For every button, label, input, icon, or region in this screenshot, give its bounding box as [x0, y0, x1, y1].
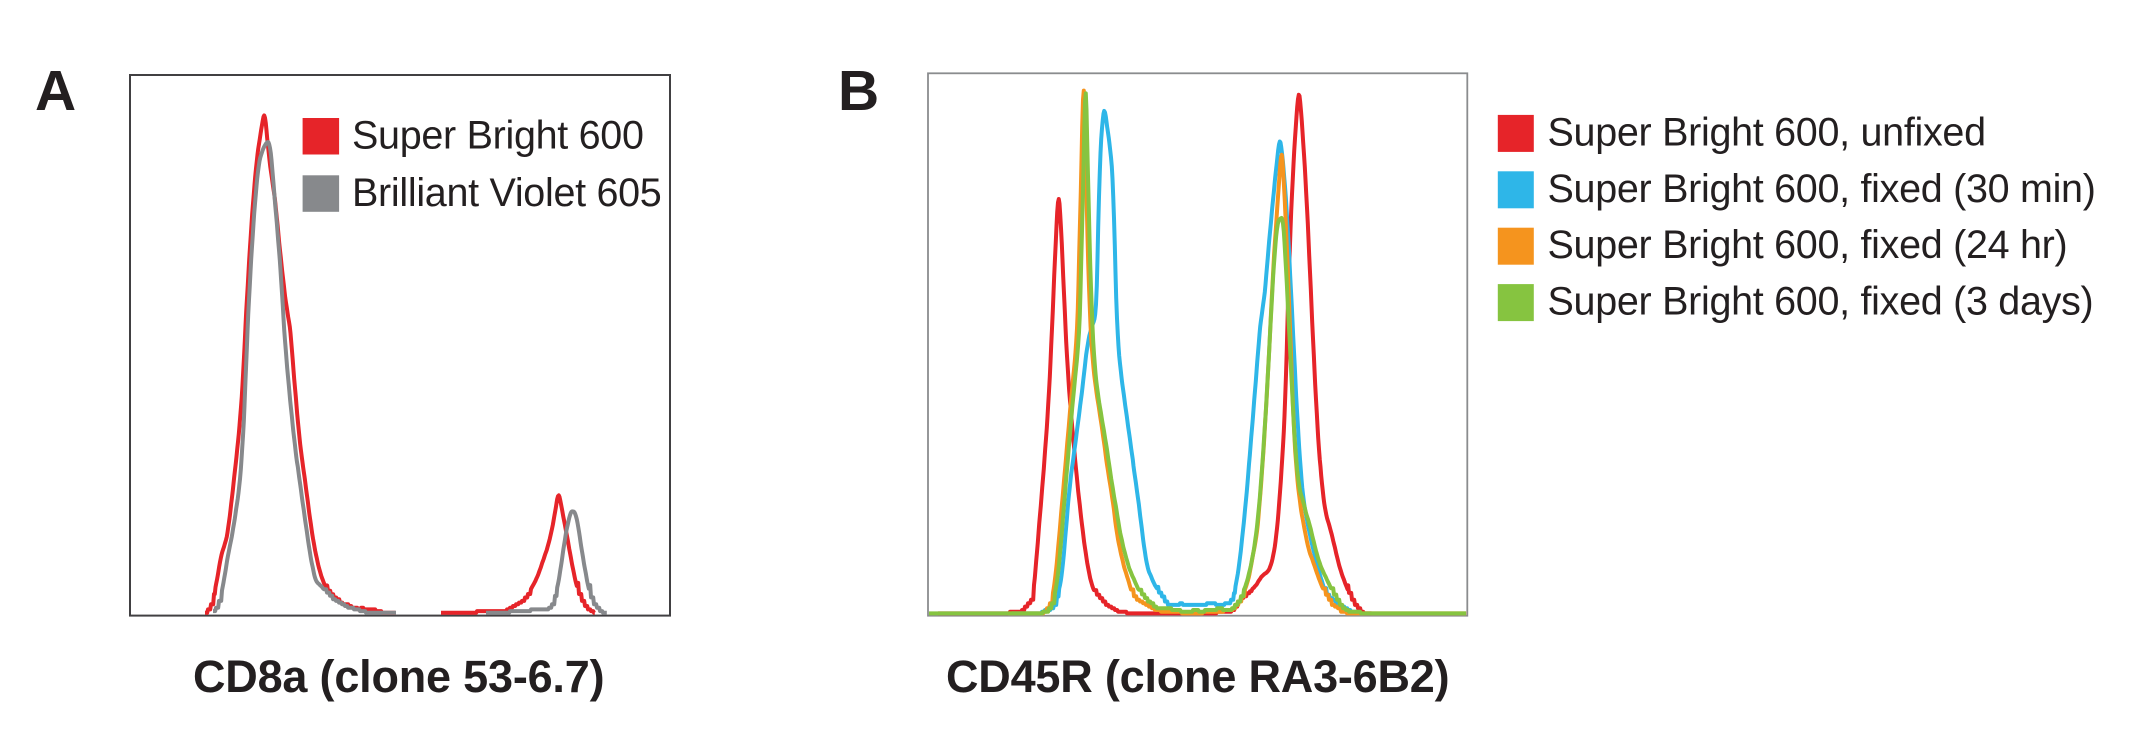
svg-text:B: B	[838, 59, 879, 123]
svg-text:Brilliant Violet 605: Brilliant Violet 605	[352, 171, 661, 215]
svg-text:Super Bright 600, unfixed: Super Bright 600, unfixed	[1548, 110, 1986, 154]
svg-text:Super Bright 600, fixed (30 mi: Super Bright 600, fixed (30 min)	[1548, 167, 2096, 211]
svg-text:CD8a (clone 53-6.7): CD8a (clone 53-6.7)	[193, 651, 604, 702]
svg-text:CD45R (clone RA3-6B2): CD45R (clone RA3-6B2)	[946, 651, 1449, 702]
svg-text:A: A	[35, 59, 76, 123]
svg-text:Super Bright 600, fixed (3 day: Super Bright 600, fixed (3 days)	[1548, 280, 2094, 324]
svg-text:Super Bright 600, fixed (24 hr: Super Bright 600, fixed (24 hr)	[1548, 223, 2068, 267]
svg-text:Super Bright 600: Super Bright 600	[352, 114, 644, 158]
